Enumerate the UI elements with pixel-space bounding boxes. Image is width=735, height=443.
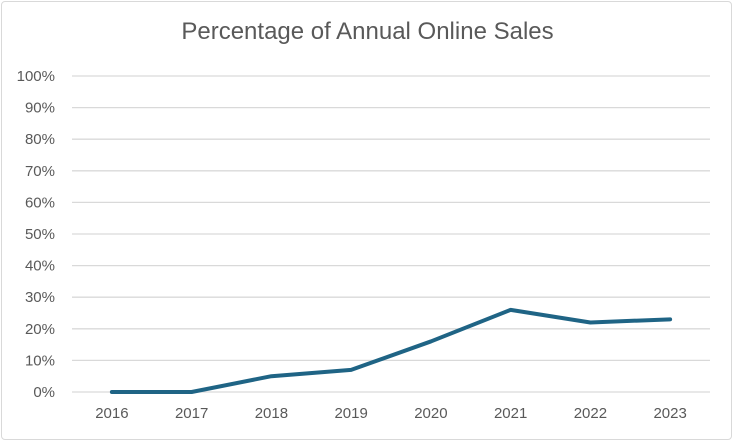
x-tick-label: 2016 bbox=[95, 405, 128, 422]
chart-title: Percentage of Annual Online Sales bbox=[181, 18, 554, 45]
y-tick-label: 10% bbox=[25, 352, 55, 369]
y-tick-label: 80% bbox=[25, 131, 55, 148]
y-tick-label: 90% bbox=[25, 100, 55, 117]
y-tick-label: 100% bbox=[17, 68, 55, 85]
x-tick-label: 2018 bbox=[255, 405, 288, 422]
y-tick-label: 60% bbox=[25, 194, 55, 211]
x-tick-label: 2022 bbox=[574, 405, 607, 422]
x-tick-label: 2021 bbox=[494, 405, 527, 422]
x-tick-label: 2019 bbox=[334, 405, 367, 422]
x-tick-label: 2023 bbox=[653, 405, 686, 422]
y-tick-label: 40% bbox=[25, 258, 55, 275]
y-tick-label: 0% bbox=[33, 384, 55, 401]
x-tick-label: 2020 bbox=[414, 405, 447, 422]
y-tick-label: 20% bbox=[25, 321, 55, 338]
x-tick-label: 2017 bbox=[175, 405, 208, 422]
y-tick-label: 70% bbox=[25, 163, 55, 180]
y-tick-label: 50% bbox=[25, 226, 55, 243]
series-line bbox=[109, 307, 673, 394]
y-tick-label: 30% bbox=[25, 289, 55, 306]
